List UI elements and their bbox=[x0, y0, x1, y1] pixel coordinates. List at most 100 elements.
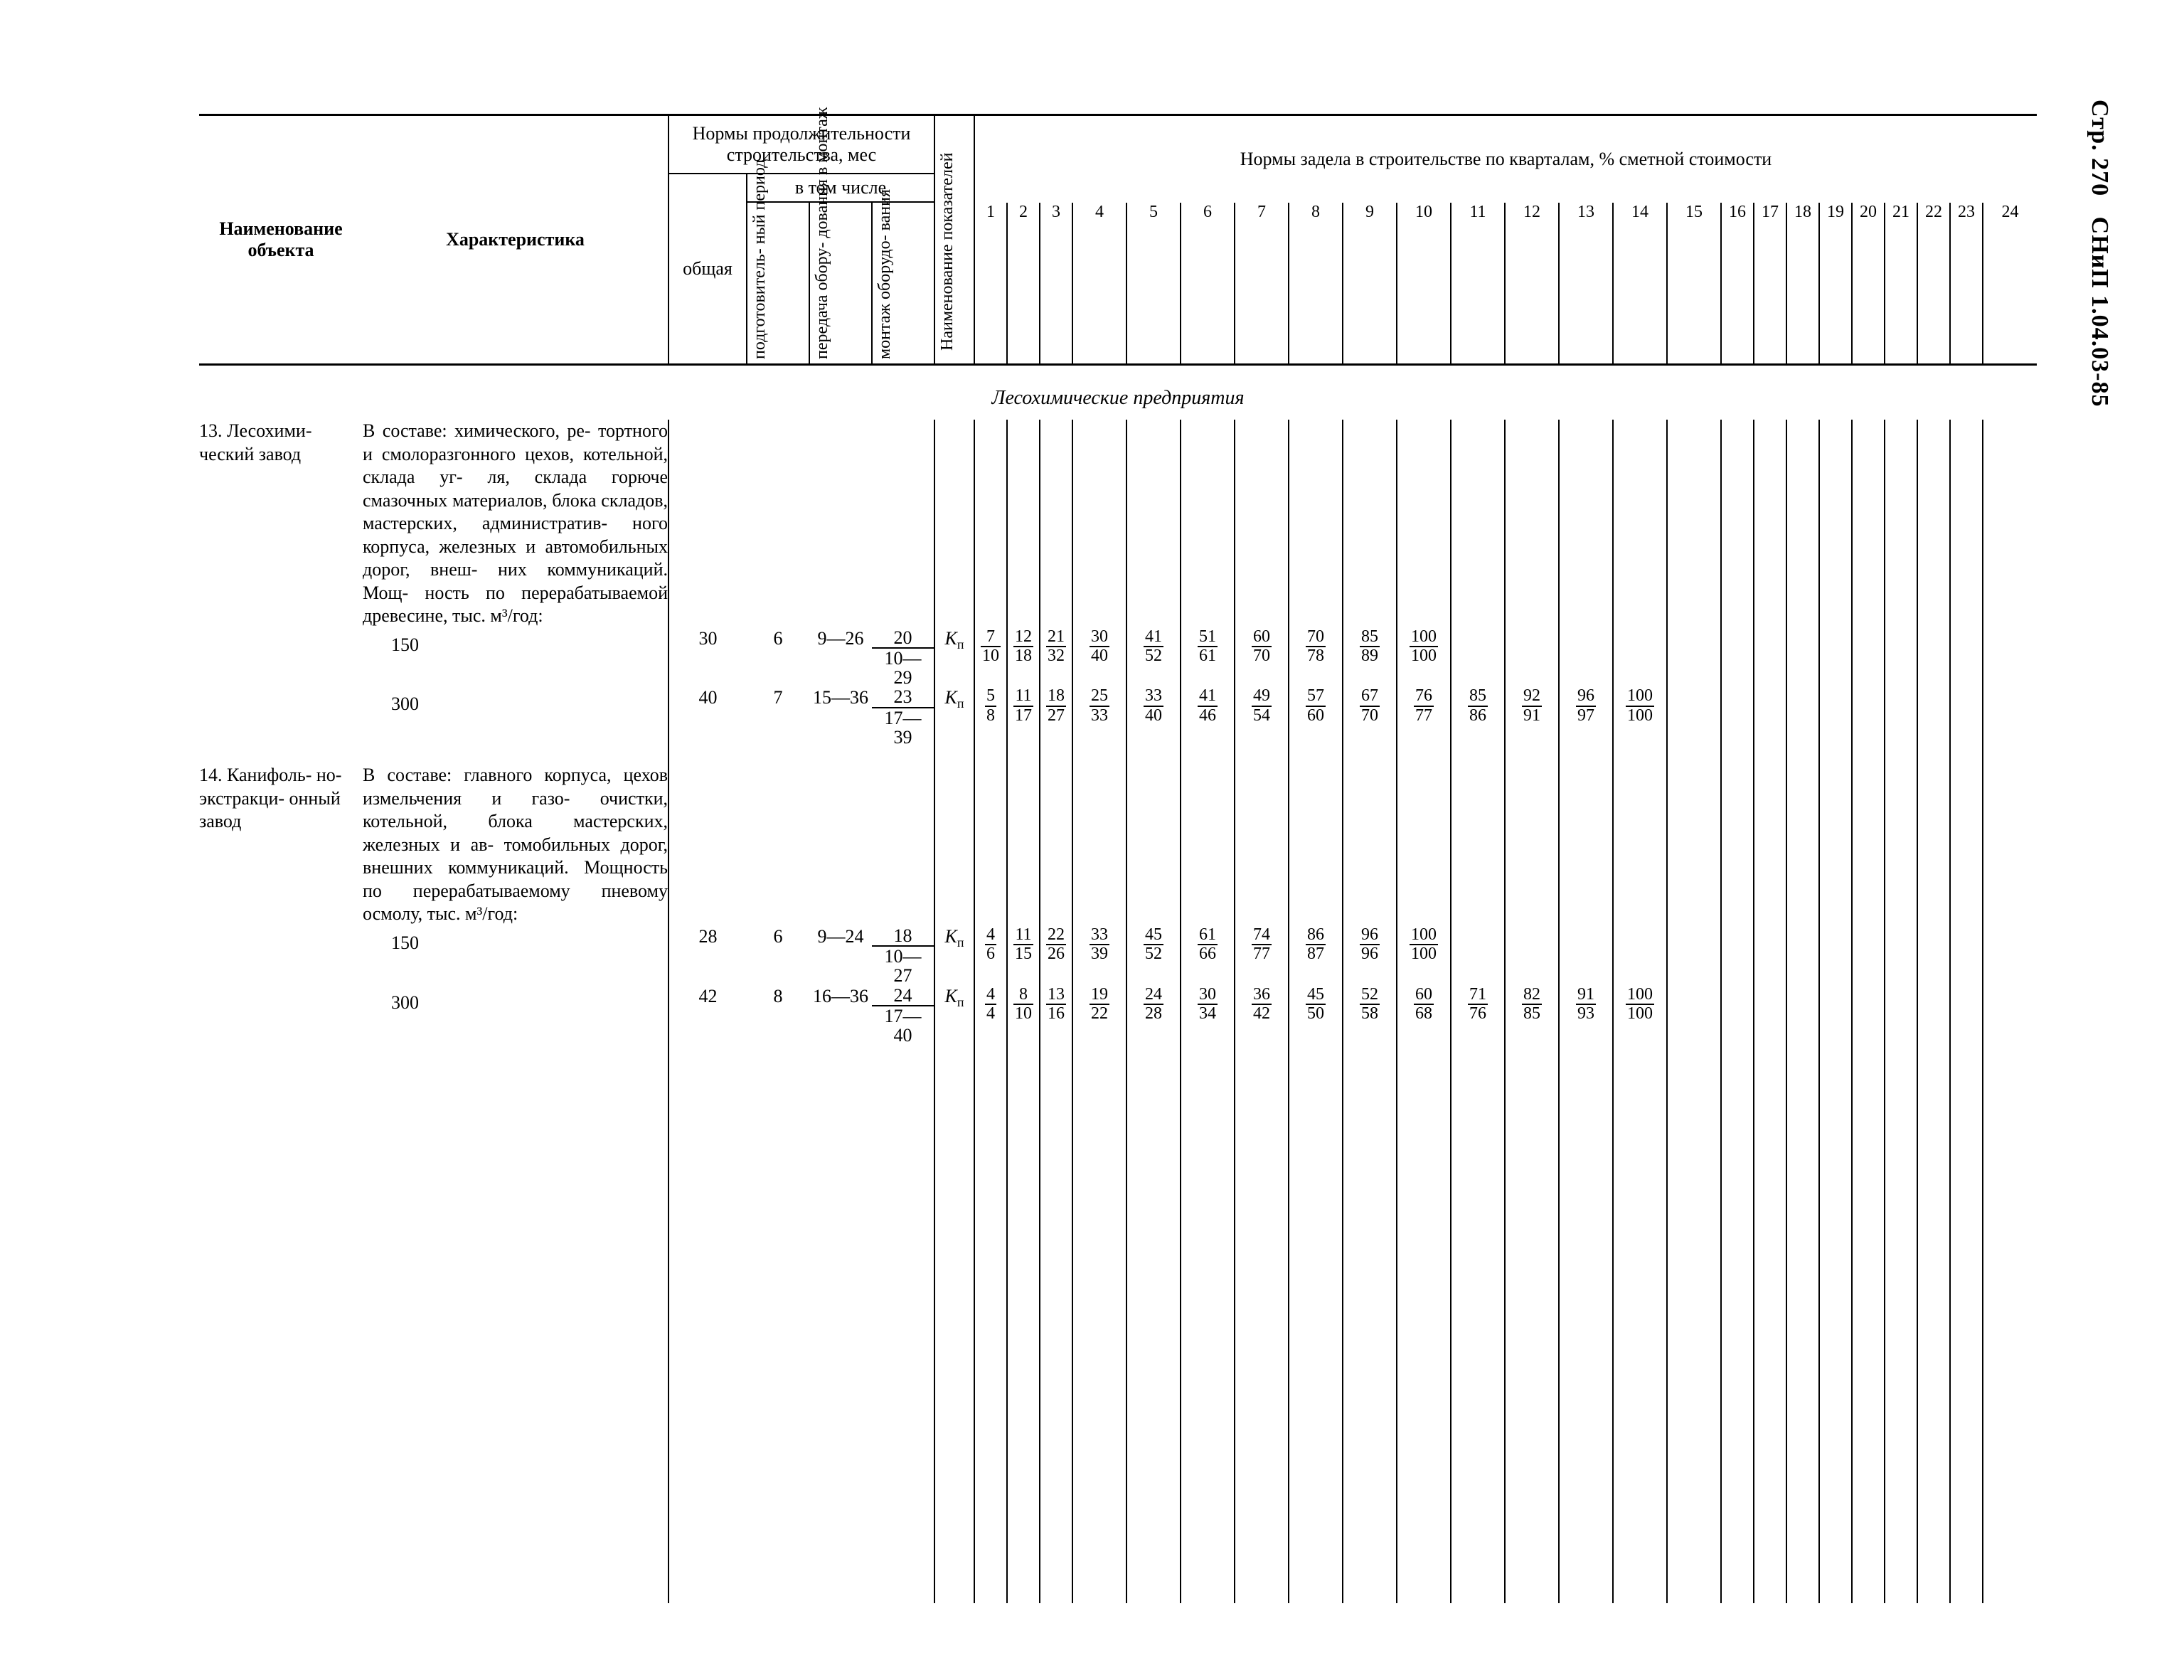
grid-line bbox=[1754, 764, 1786, 926]
grid-line bbox=[1852, 420, 1885, 628]
grid-line bbox=[1181, 1046, 1235, 1063]
qcell bbox=[1786, 687, 1819, 747]
col-name-header: Наименование объекта bbox=[199, 211, 363, 268]
grid-line bbox=[1397, 1046, 1451, 1063]
grid-line bbox=[1235, 420, 1289, 628]
grid-line bbox=[1181, 764, 1235, 926]
grid-line bbox=[1451, 1046, 1505, 1063]
qcell bbox=[1819, 687, 1852, 747]
qcell: 4954 bbox=[1235, 687, 1289, 747]
grid-line bbox=[974, 1063, 1007, 1603]
grid-line bbox=[1983, 747, 2037, 764]
qcell bbox=[1786, 926, 1819, 986]
qcell: 100100 bbox=[1613, 687, 1667, 747]
grid-line bbox=[974, 764, 1007, 926]
grid-line bbox=[1040, 1046, 1072, 1063]
grid-line bbox=[1451, 747, 1505, 764]
prep-period: 7 bbox=[747, 687, 809, 747]
grid-line bbox=[1983, 1063, 2037, 1603]
grid-line bbox=[1786, 1063, 1819, 1603]
prep-period: 6 bbox=[747, 926, 809, 986]
qcell bbox=[1983, 926, 2037, 986]
grid-line bbox=[1917, 764, 1950, 926]
grid-line bbox=[1126, 420, 1181, 628]
grid-line bbox=[1786, 764, 1819, 926]
qcell: 100100 bbox=[1613, 986, 1667, 1046]
object-char: В составе: главного корпуса, цехов измел… bbox=[363, 764, 668, 926]
qcell bbox=[1754, 628, 1786, 688]
grid-line bbox=[1950, 420, 1983, 628]
qhdr-24: 24 bbox=[1983, 203, 2037, 365]
capacity-label: 300 bbox=[363, 687, 668, 747]
grid-line bbox=[1007, 764, 1040, 926]
qcell: 6068 bbox=[1397, 986, 1451, 1046]
grid-line bbox=[1126, 747, 1181, 764]
grid-line bbox=[1126, 764, 1181, 926]
qhdr-15: 15 bbox=[1667, 203, 1721, 365]
grid-line bbox=[1505, 747, 1559, 764]
qcell bbox=[1559, 628, 1613, 688]
quarters-title: Нормы задела в строительстве по квартала… bbox=[975, 142, 2037, 177]
grid-line bbox=[1505, 1046, 1559, 1063]
qcell bbox=[1917, 926, 1950, 986]
grid-line bbox=[1343, 1063, 1397, 1603]
grid-line bbox=[1852, 764, 1885, 926]
indicator-cell: Кп bbox=[934, 628, 974, 688]
qcell: 6770 bbox=[1343, 687, 1397, 747]
qcell bbox=[1754, 986, 1786, 1046]
grid-line bbox=[1613, 764, 1667, 926]
grid-line bbox=[1289, 764, 1343, 926]
qcell: 2428 bbox=[1126, 986, 1181, 1046]
page-number: Стр. 270 bbox=[2087, 100, 2113, 196]
qcell bbox=[1721, 926, 1754, 986]
qhdr-23: 23 bbox=[1950, 203, 1983, 365]
qcell bbox=[1721, 628, 1754, 688]
qcell: 8285 bbox=[1505, 986, 1559, 1046]
grid-line bbox=[1559, 747, 1613, 764]
grid-line bbox=[1613, 1063, 1667, 1603]
qcell: 1117 bbox=[1007, 687, 1040, 747]
grid-line bbox=[1235, 764, 1289, 926]
qcell bbox=[1505, 926, 1559, 986]
grid-line bbox=[1754, 1063, 1786, 1603]
qcell: 8687 bbox=[1289, 926, 1343, 986]
grid-line bbox=[1667, 1046, 1721, 1063]
qcell: 58 bbox=[974, 687, 1007, 747]
qhdr-1: 1 bbox=[974, 203, 1007, 365]
qcell bbox=[1505, 628, 1559, 688]
grid-line bbox=[1397, 1063, 1451, 1603]
qcell bbox=[1917, 628, 1950, 688]
grid-line bbox=[1007, 1046, 1040, 1063]
grid-line bbox=[1819, 1046, 1852, 1063]
qhdr-2: 2 bbox=[1007, 203, 1040, 365]
col-mont-header: монтаж оборудо- вания bbox=[873, 203, 897, 363]
qcell: 5258 bbox=[1343, 986, 1397, 1046]
qcell: 1316 bbox=[1040, 986, 1072, 1046]
grid-line bbox=[1559, 1063, 1613, 1603]
grid-line bbox=[1451, 764, 1505, 926]
grid-line bbox=[1721, 1046, 1754, 1063]
grid-line bbox=[1559, 764, 1613, 926]
grid-line bbox=[1819, 1063, 1852, 1603]
qcell bbox=[1721, 687, 1754, 747]
grid-line bbox=[1885, 1063, 1917, 1603]
grid-line bbox=[1040, 747, 1072, 764]
grid-line bbox=[1754, 420, 1786, 628]
qcell bbox=[1950, 687, 1983, 747]
grid-line bbox=[1343, 1046, 1397, 1063]
grid-line bbox=[1126, 1063, 1181, 1603]
grid-line bbox=[1007, 420, 1040, 628]
grid-line bbox=[1559, 1046, 1613, 1063]
grid-line bbox=[1040, 420, 1072, 628]
grid-line bbox=[1040, 1063, 1072, 1603]
qhdr-22: 22 bbox=[1917, 203, 1950, 365]
qcell bbox=[1667, 628, 1721, 688]
grid-line bbox=[1721, 764, 1754, 926]
qcell bbox=[1885, 687, 1917, 747]
grid-line bbox=[1181, 747, 1235, 764]
total-duration: 42 bbox=[668, 986, 747, 1046]
qhdr-11: 11 bbox=[1451, 203, 1505, 365]
qcell: 3340 bbox=[1126, 687, 1181, 747]
qcell bbox=[1819, 926, 1852, 986]
grid-line bbox=[1007, 747, 1040, 764]
